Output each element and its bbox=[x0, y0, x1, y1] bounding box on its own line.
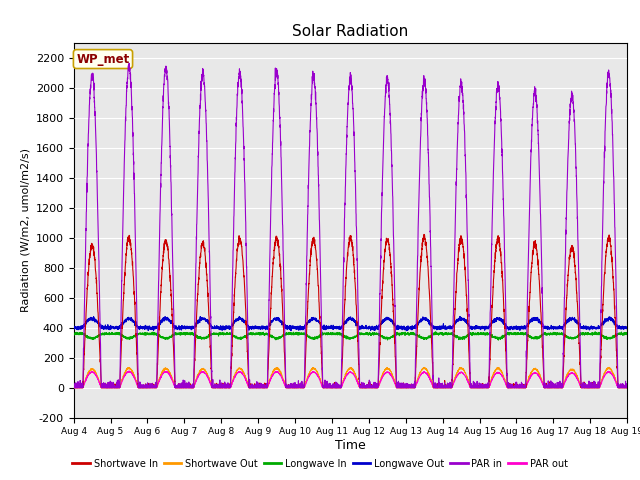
Y-axis label: Radiation (W/m2, umol/m2/s): Radiation (W/m2, umol/m2/s) bbox=[20, 148, 30, 312]
Title: Solar Radiation: Solar Radiation bbox=[292, 24, 408, 39]
Text: WP_met: WP_met bbox=[76, 53, 130, 66]
Legend: Shortwave In, Shortwave Out, Longwave In, Longwave Out, PAR in, PAR out: Shortwave In, Shortwave Out, Longwave In… bbox=[68, 455, 572, 473]
X-axis label: Time: Time bbox=[335, 439, 366, 452]
